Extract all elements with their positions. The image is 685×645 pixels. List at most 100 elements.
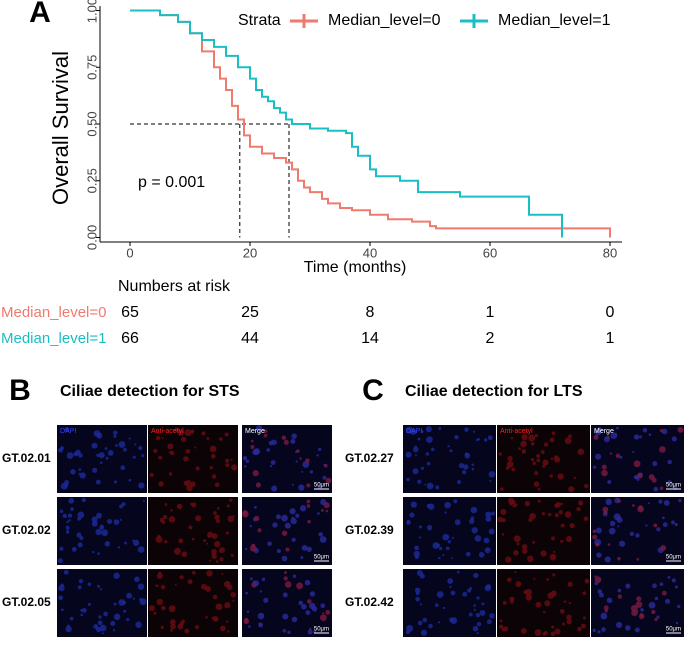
- cell: [78, 579, 84, 584]
- cell: [201, 431, 206, 436]
- cell: [105, 456, 109, 460]
- cell: [426, 503, 431, 508]
- cell: [309, 470, 314, 474]
- cell: [158, 481, 164, 487]
- cell: [671, 578, 676, 583]
- cell: [662, 516, 665, 520]
- risk-count: 14: [361, 330, 379, 347]
- cell: [263, 429, 268, 434]
- cell: [444, 511, 447, 514]
- cell: [425, 426, 432, 433]
- cell: [96, 512, 103, 519]
- cell: [451, 556, 454, 559]
- cell: [479, 609, 486, 616]
- cell: [469, 518, 475, 524]
- cell: [498, 452, 502, 456]
- cell: [269, 465, 273, 468]
- cell: [573, 476, 577, 480]
- cell: [306, 599, 312, 604]
- cell: [525, 430, 528, 434]
- cell: [507, 455, 513, 462]
- cell: [524, 500, 531, 507]
- cell: [153, 448, 158, 454]
- cell: [445, 546, 450, 551]
- cell: [663, 499, 670, 506]
- cell: [211, 474, 217, 479]
- cell: [291, 537, 296, 542]
- cell: [91, 516, 98, 523]
- cell: [616, 426, 619, 430]
- cell: [592, 529, 597, 534]
- cell: [509, 596, 515, 602]
- cell: [219, 625, 226, 632]
- cell: [602, 506, 609, 513]
- cell: [134, 576, 140, 583]
- cell: [565, 536, 573, 543]
- cell: [485, 511, 492, 518]
- micrograph: [242, 569, 332, 637]
- cell: [195, 466, 200, 471]
- cell: [420, 629, 428, 636]
- cell: [77, 542, 83, 548]
- cell: [214, 514, 220, 520]
- cell: [632, 504, 635, 507]
- cell: [577, 448, 585, 456]
- cell: [123, 447, 127, 452]
- cell: [651, 609, 656, 615]
- cell: [188, 525, 193, 530]
- cell: [632, 450, 635, 454]
- cell: [614, 432, 618, 436]
- cell: [528, 517, 533, 522]
- scale-bar-label: 50μm: [666, 555, 681, 561]
- cell: [582, 616, 586, 620]
- cell: [662, 522, 668, 528]
- cell: [667, 459, 672, 465]
- cell: [617, 556, 621, 561]
- cell: [564, 437, 572, 445]
- cell: [615, 621, 623, 629]
- cell: [163, 540, 168, 544]
- cell: [224, 602, 231, 609]
- cell: [183, 481, 189, 486]
- panel-label: C: [362, 374, 384, 407]
- cell: [263, 597, 269, 603]
- cell: [633, 460, 641, 468]
- cell: [513, 503, 518, 507]
- cell: [253, 448, 261, 455]
- cell: [250, 544, 257, 552]
- cell: [250, 439, 254, 443]
- risk-count: 2: [486, 330, 495, 347]
- cell: [544, 462, 547, 466]
- cell: [271, 485, 278, 492]
- cell: [534, 433, 539, 438]
- cell: [167, 443, 174, 450]
- risk-count: 0: [606, 304, 615, 321]
- cell: [473, 608, 477, 612]
- cell: [553, 550, 556, 554]
- risk-count: 1: [606, 330, 615, 347]
- cell: [442, 533, 450, 541]
- cell: [128, 478, 132, 482]
- cell: [425, 452, 430, 456]
- legend-label: Median_level=1: [498, 12, 611, 29]
- cell: [215, 519, 220, 524]
- cell: [434, 603, 439, 608]
- cell: [170, 628, 173, 632]
- cell: [410, 428, 417, 435]
- cell: [467, 588, 472, 593]
- cell: [659, 486, 664, 491]
- risk-count: 65: [121, 304, 139, 321]
- cell: [323, 463, 327, 467]
- cell: [68, 519, 71, 522]
- cell: [625, 583, 631, 589]
- cell: [121, 502, 126, 507]
- cell: [283, 576, 288, 581]
- cell: [430, 447, 435, 452]
- cell: [282, 628, 287, 633]
- cell: [87, 602, 91, 606]
- cell: [97, 552, 100, 555]
- cell: [185, 449, 191, 454]
- cell: [462, 470, 467, 475]
- cell: [634, 627, 640, 633]
- cell: [158, 455, 163, 460]
